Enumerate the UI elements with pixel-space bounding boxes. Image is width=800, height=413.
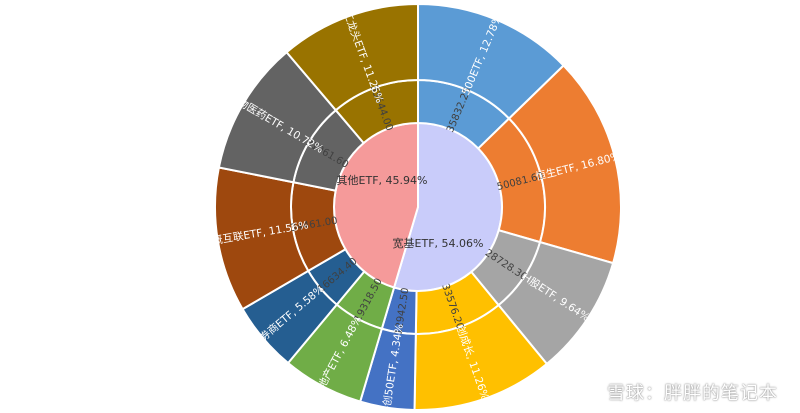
outer-slice-9 (285, 2, 419, 112)
inner-label-1: 其他ETF, 45.94% (337, 174, 428, 187)
watermark-text: 雪球：胖胖的笔记本 (607, 383, 778, 404)
inner-label-0: 宽基ETF, 54.06% (393, 236, 484, 250)
